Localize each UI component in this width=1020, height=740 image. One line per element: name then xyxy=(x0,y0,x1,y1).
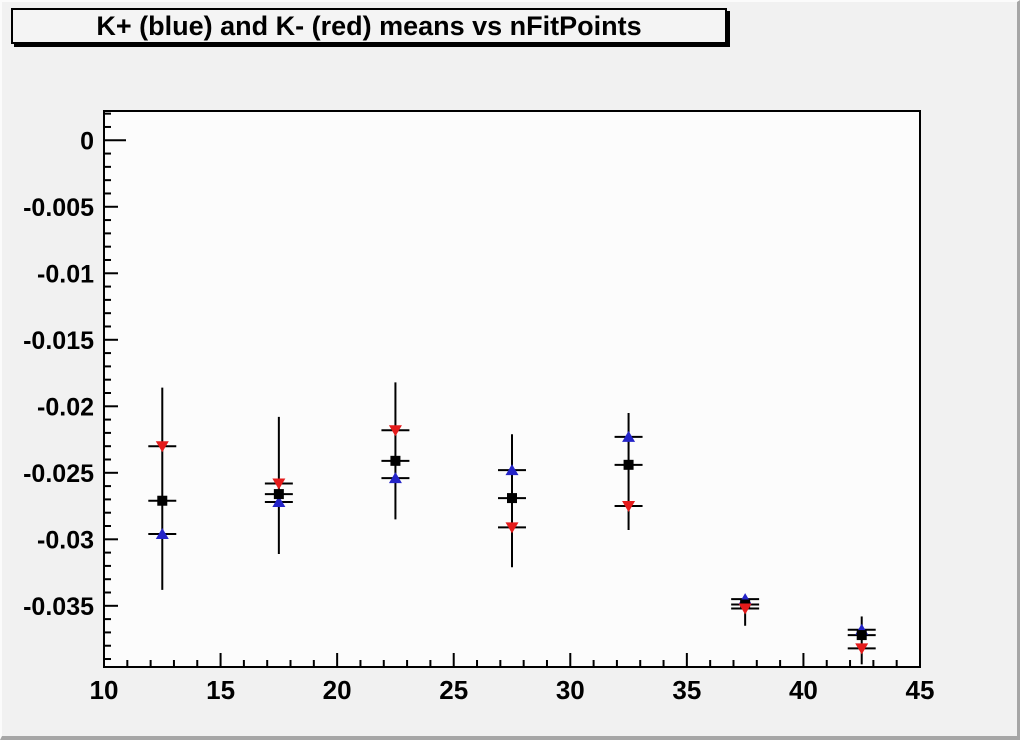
data-point-square xyxy=(856,630,867,641)
data-point-triangle-down xyxy=(855,643,869,655)
y-axis-tick-label: -0.03 xyxy=(37,526,94,554)
y-axis-tick-label: -0.005 xyxy=(23,194,94,222)
data-point-square xyxy=(623,459,634,470)
plot-title: K+ (blue) and K- (red) means vs nFitPoin… xyxy=(96,10,642,41)
data-point-triangle-up xyxy=(622,430,636,442)
data-point-triangle-down xyxy=(622,501,636,513)
data-point-triangle-down xyxy=(155,441,169,453)
x-axis-tick-label: 45 xyxy=(906,675,935,705)
y-axis-tick-label: -0.01 xyxy=(37,260,94,288)
data-point-triangle-up xyxy=(388,472,402,484)
x-axis-tick-label: 30 xyxy=(556,675,585,705)
data-point-triangle-down xyxy=(272,478,286,490)
plot-title-box: K+ (blue) and K- (red) means vs nFitPoin… xyxy=(11,8,727,44)
data-point-triangle-down xyxy=(388,425,402,437)
data-point-triangle-down xyxy=(738,603,752,615)
x-axis-tick-label: 10 xyxy=(90,675,119,705)
x-axis-tick-label: 20 xyxy=(323,675,352,705)
data-point-square xyxy=(273,489,284,500)
data-point-triangle-down xyxy=(505,522,519,534)
y-axis-tick-label: -0.02 xyxy=(37,393,94,421)
data-point-triangle-up xyxy=(155,527,169,539)
data-point-square xyxy=(157,495,168,506)
data-point-square xyxy=(507,493,517,504)
data-point-triangle-up xyxy=(505,464,519,476)
data-point-square xyxy=(390,455,401,466)
y-axis-tick-label: -0.025 xyxy=(23,460,94,488)
y-axis-tick-label: 0 xyxy=(80,127,94,155)
x-axis-tick-label: 40 xyxy=(789,675,818,705)
y-axis-tick-label: -0.015 xyxy=(23,327,94,355)
x-axis-tick-label: 25 xyxy=(439,675,468,705)
data-point-triangle-up xyxy=(272,496,286,508)
y-axis-tick-label: -0.035 xyxy=(23,593,94,621)
plot-frame xyxy=(103,110,921,668)
x-axis-tick-label: 35 xyxy=(672,675,701,705)
x-axis-tick-label: 15 xyxy=(206,675,235,705)
